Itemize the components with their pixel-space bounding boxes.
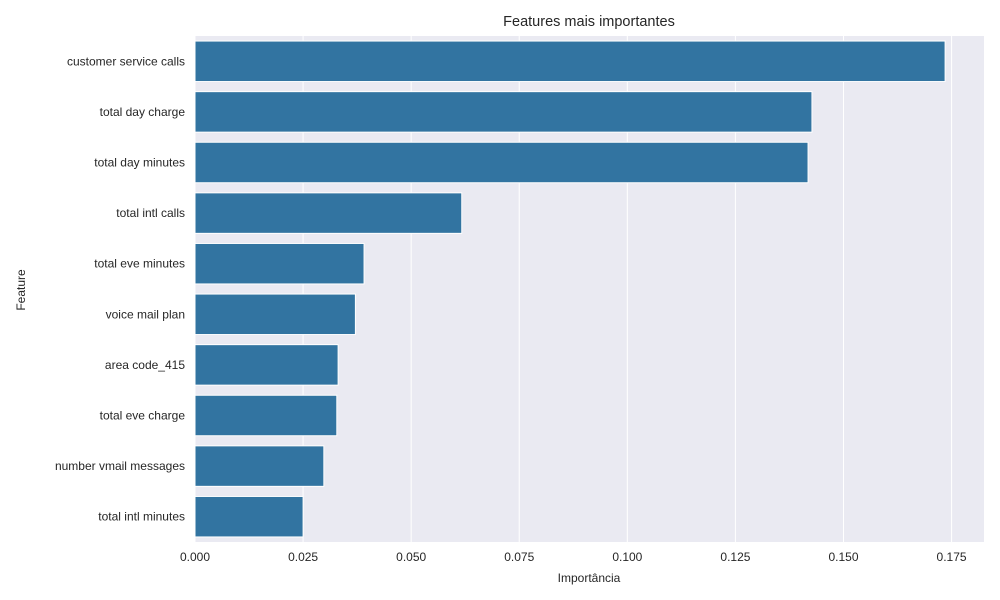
x-axis-label: Importância bbox=[558, 571, 621, 585]
bar bbox=[194, 192, 463, 234]
bar bbox=[194, 242, 365, 285]
x-tick-label: 0.075 bbox=[504, 550, 534, 564]
y-tick-label: area code_415 bbox=[105, 358, 185, 372]
y-tick-label: total day charge bbox=[100, 105, 186, 119]
x-tick-label: 0.175 bbox=[937, 550, 967, 564]
chart-title: Features mais importantes bbox=[503, 14, 675, 30]
y-tick-label: total intl minutes bbox=[98, 510, 185, 524]
bar bbox=[194, 344, 339, 386]
y-tick-label: total eve minutes bbox=[94, 257, 185, 271]
y-tick-label: customer service calls bbox=[67, 54, 185, 68]
y-tick-label: number vmail messages bbox=[55, 459, 185, 473]
x-tick-label: 0.050 bbox=[396, 550, 426, 564]
bar bbox=[194, 293, 356, 336]
y-tick-label: total eve charge bbox=[100, 409, 186, 423]
bars bbox=[194, 40, 946, 538]
y-tick-labels: customer service calls total day charge to… bbox=[55, 54, 185, 523]
x-tick-label: 0.150 bbox=[828, 550, 858, 564]
y-tick-label: total day minutes bbox=[94, 156, 185, 170]
x-tick-labels: 0.000 0.025 0.050 0.075 0.100 0.125 0.150 0.175 bbox=[180, 550, 967, 564]
bar bbox=[194, 394, 338, 437]
bar bbox=[194, 445, 325, 487]
x-tick-label: 0.100 bbox=[612, 550, 642, 564]
x-tick-label: 0.125 bbox=[720, 550, 750, 564]
y-axis-label: Feature bbox=[14, 269, 28, 311]
y-tick-label: total intl calls bbox=[116, 206, 185, 220]
x-tick-label: 0.000 bbox=[180, 550, 210, 564]
bar bbox=[194, 91, 813, 133]
y-tick-label: voice mail plan bbox=[106, 307, 185, 321]
bar bbox=[194, 141, 809, 184]
bar bbox=[194, 495, 304, 538]
bar bbox=[194, 40, 946, 83]
x-tick-label: 0.025 bbox=[288, 550, 318, 564]
